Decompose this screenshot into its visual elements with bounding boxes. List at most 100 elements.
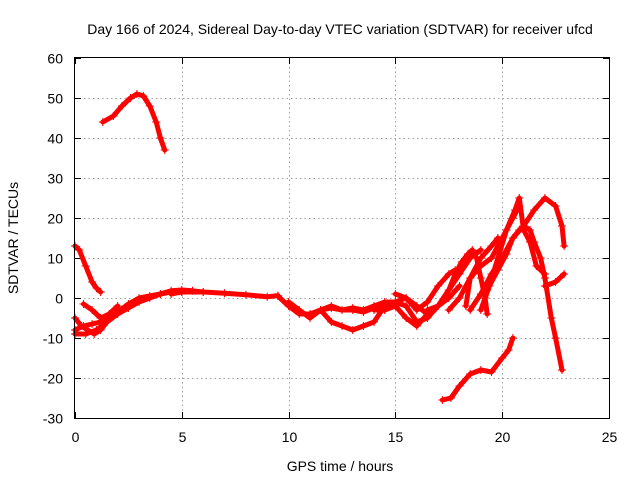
data-point [135, 294, 144, 302]
data-point [103, 318, 111, 326]
data-point [79, 322, 88, 330]
y-tick-label: -10 [43, 331, 63, 347]
data-point [530, 206, 539, 214]
plot-area [71, 90, 569, 404]
data-point [485, 282, 494, 290]
data-point [487, 368, 496, 376]
data-point [560, 270, 569, 278]
series-arc-2 [71, 242, 105, 296]
data-point [451, 270, 460, 278]
data-point [338, 322, 346, 330]
data-point [434, 282, 443, 290]
data-point [412, 306, 421, 314]
y-tick-label: 50 [47, 91, 63, 107]
data-point [498, 354, 507, 362]
data-point [118, 102, 126, 110]
series-arc-19 [540, 270, 569, 290]
data-point [105, 310, 114, 318]
data-point [444, 286, 453, 294]
data-point [515, 194, 524, 202]
data-point [560, 242, 569, 250]
data-point [370, 302, 378, 310]
data-point [476, 254, 485, 262]
data-point [199, 288, 208, 296]
data-point [446, 394, 455, 402]
data-point [519, 226, 528, 234]
y-tick-label: 30 [47, 171, 63, 187]
series-arc-7 [167, 288, 282, 301]
y-tick-label: -30 [43, 411, 63, 427]
data-point [156, 134, 165, 142]
data-point [461, 302, 470, 310]
data-point [88, 278, 97, 286]
data-point [423, 314, 432, 322]
data-point [370, 318, 378, 326]
data-point [402, 302, 411, 310]
data-point [167, 290, 176, 298]
data-point [359, 322, 368, 330]
data-point [380, 298, 389, 306]
data-point [476, 246, 485, 254]
data-point [380, 306, 389, 314]
data-point [540, 194, 549, 202]
data-point [511, 206, 519, 214]
data-point [81, 262, 90, 270]
data-point [81, 330, 90, 338]
series-arc-1 [98, 90, 169, 154]
data-point [532, 262, 541, 270]
y-tick-label: 10 [47, 251, 63, 267]
data-point [220, 289, 229, 298]
data-point [493, 254, 502, 262]
data-point [487, 242, 496, 250]
data-point [526, 238, 534, 246]
data-point [316, 306, 325, 314]
data-point [466, 306, 475, 314]
data-point [466, 370, 475, 378]
data-point [327, 304, 336, 312]
series-arc-20 [476, 194, 549, 314]
data-point [438, 396, 447, 404]
data-point [558, 366, 566, 374]
data-point [540, 270, 549, 278]
data-point [540, 282, 549, 290]
data-point [457, 258, 466, 266]
data-point [466, 274, 475, 282]
y-axis-title: SDTVAR / TECUs [5, 182, 21, 294]
data-point [88, 306, 97, 314]
data-point [502, 250, 511, 258]
data-point [508, 334, 517, 342]
data-point [348, 306, 357, 314]
x-tick-label: 10 [282, 429, 298, 445]
data-point [109, 112, 118, 120]
data-point [402, 314, 411, 322]
grid [75, 58, 609, 418]
data-point [126, 94, 135, 102]
series-arc-21 [438, 334, 517, 404]
data-point [145, 102, 154, 110]
series-line [542, 271, 567, 289]
series-arc-5 [79, 300, 122, 322]
data-point [92, 284, 101, 292]
data-point [551, 278, 560, 286]
tick-labels: 0 5 10 15 20 25 -30 -20 -10 0 10 20 30 40 50 60 [43, 51, 618, 446]
data-point [88, 320, 97, 328]
data-point [96, 288, 105, 296]
data-point [359, 308, 368, 316]
data-point [391, 290, 400, 298]
y-tick-label: 60 [47, 51, 63, 67]
data-point [96, 314, 105, 322]
data-point [434, 302, 443, 310]
x-tick-label: 20 [495, 429, 511, 445]
series-line [100, 91, 168, 153]
data-point [536, 254, 545, 262]
data-point [295, 306, 304, 314]
data-point [423, 306, 432, 314]
data-point [558, 222, 566, 230]
data-point [241, 290, 250, 299]
data-point [145, 292, 154, 300]
y-tick-label: -20 [43, 371, 63, 387]
data-point [455, 294, 464, 302]
data-point [348, 326, 357, 334]
data-point [502, 226, 511, 234]
